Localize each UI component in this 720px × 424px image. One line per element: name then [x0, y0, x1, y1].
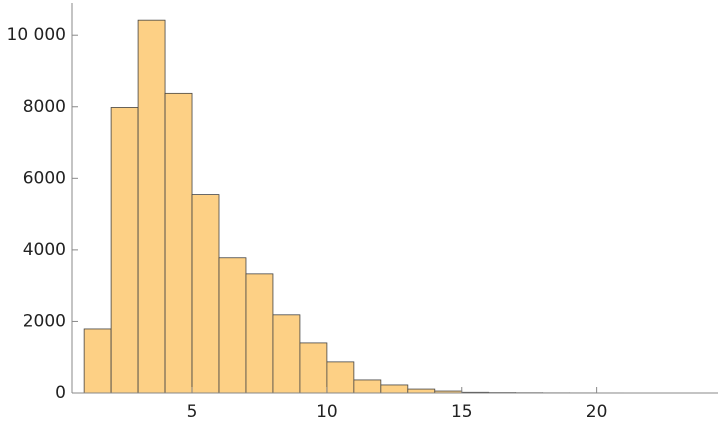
bar — [83, 328, 112, 394]
bar — [110, 107, 139, 394]
y-tick-label: 2000 — [23, 311, 66, 331]
bar — [272, 314, 301, 394]
x-tick-label: 10 — [316, 402, 338, 422]
x-tick-label: 5 — [187, 402, 198, 422]
bar — [407, 388, 436, 394]
bar — [164, 92, 193, 394]
bar — [245, 273, 274, 394]
bar — [326, 361, 355, 394]
y-tick-label: 0 — [55, 383, 66, 403]
bar — [137, 19, 166, 394]
y-tick-label: 8000 — [23, 97, 66, 117]
y-tick-label: 4000 — [23, 240, 66, 260]
bar — [353, 379, 382, 394]
bar — [191, 194, 220, 394]
bar — [299, 342, 328, 394]
x-tick-label: 15 — [451, 402, 473, 422]
x-tick-label: 20 — [586, 402, 608, 422]
bar — [218, 257, 247, 394]
bar — [380, 384, 409, 394]
y-tick-label: 10 000 — [7, 25, 66, 45]
y-tick-label: 6000 — [23, 168, 66, 188]
